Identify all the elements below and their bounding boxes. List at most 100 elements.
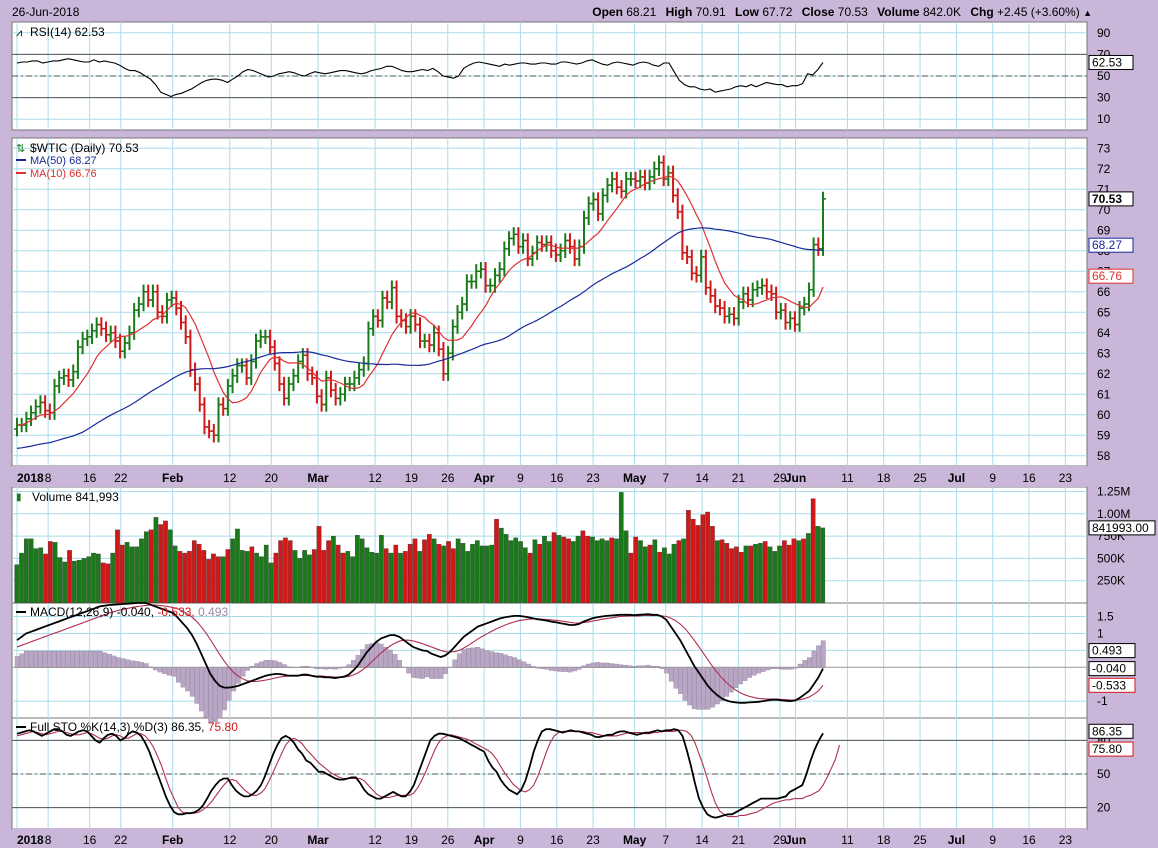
macd-title: MACD(12,26,9) -0.040, -0.533, 0.493	[30, 605, 228, 619]
macd-histogram-bar	[222, 667, 227, 711]
volume-bar	[604, 540, 610, 604]
volume-bar	[33, 548, 39, 604]
x-axis-label: 26	[441, 833, 455, 847]
macd-histogram-bar	[682, 667, 688, 701]
x-axis-label: Jul	[948, 471, 965, 485]
macd-histogram-bar	[88, 650, 94, 668]
macd-histogram-bar	[820, 640, 826, 668]
x-axis-label: 22	[114, 471, 128, 485]
x-axis-label: 29	[773, 833, 787, 847]
volume-bar	[417, 551, 423, 604]
volume-bar	[191, 540, 197, 604]
high-value: 70.91	[695, 5, 726, 19]
volume-bar	[225, 549, 231, 604]
macd-histogram-bar	[691, 667, 697, 710]
volume-bar	[479, 545, 485, 604]
x-axis-label: 12	[223, 471, 237, 485]
x-axis-label: Jul	[948, 833, 965, 847]
volume-bar	[590, 536, 595, 604]
volume-bar	[700, 514, 706, 604]
volume-bar	[67, 550, 72, 604]
volume-bar	[777, 545, 782, 604]
macd-histogram-bar	[268, 660, 273, 668]
macd-histogram-bar	[97, 650, 103, 668]
volume-bar	[220, 556, 226, 604]
volume-bar	[796, 540, 802, 604]
volume-bar	[143, 531, 149, 604]
x-axis-label: Mar	[307, 833, 329, 847]
macd-histogram-bar	[668, 667, 674, 682]
macd-histogram-bar	[466, 648, 472, 668]
volume-bar	[695, 525, 701, 604]
volume-bar	[676, 540, 682, 604]
volume-bar	[81, 558, 87, 604]
macd-histogram-bar	[415, 667, 421, 679]
volume-bar	[820, 527, 826, 604]
macd-value-box	[1088, 643, 1136, 659]
volume-bar	[331, 535, 336, 604]
macd-histogram-bar	[811, 650, 817, 668]
volume-bar	[235, 528, 240, 604]
y-tick-label: 50	[1097, 69, 1111, 83]
volume-bar	[719, 539, 725, 604]
macd-histogram-bar	[475, 647, 481, 668]
volume-bar	[100, 562, 106, 604]
x-axis-label: 23	[1059, 471, 1073, 485]
ma10-line	[17, 175, 824, 426]
volume-bar	[782, 540, 787, 604]
volume-bar	[139, 538, 144, 604]
ma10-value-label-box	[1088, 268, 1134, 284]
x-axis-label: 16	[83, 833, 97, 847]
x-axis-label: 16	[1022, 833, 1036, 847]
macd-value-label: 0.493	[1092, 644, 1122, 658]
macd-histogram-bar	[125, 659, 131, 668]
volume-bar	[167, 529, 173, 604]
volume-bar	[148, 529, 154, 604]
x-axis-label: 11	[841, 833, 854, 847]
volume-bar	[791, 538, 797, 604]
macd-histogram-bar	[461, 649, 467, 668]
macd-histogram-bar	[24, 650, 29, 668]
volume-bar	[403, 551, 408, 604]
y-tick-label: 500K	[1097, 551, 1125, 565]
macd-histogram-bar	[47, 650, 52, 668]
x-axis-label: 26	[441, 471, 455, 485]
volume-bar	[532, 539, 538, 604]
macd-histogram-bar	[737, 667, 743, 685]
macd-histogram-bar	[438, 667, 444, 679]
macd-histogram-bar	[60, 650, 66, 668]
macd-histogram-bar	[19, 653, 25, 668]
volume-bar	[431, 538, 437, 604]
y-tick-label: 250K	[1097, 574, 1125, 588]
volume-bar	[388, 552, 394, 604]
volume-bar	[810, 498, 816, 604]
volume-bar	[758, 543, 763, 604]
volume-bar	[647, 544, 653, 604]
y-tick-label: 1	[1097, 626, 1104, 640]
y-tick-label: 1.25M	[1097, 484, 1130, 498]
volume-bar	[374, 552, 379, 604]
y-tick-label: 1.5	[1097, 610, 1114, 624]
macd-line	[16, 602, 824, 704]
x-axis-label: 9	[517, 471, 524, 485]
macd-histogram-bar	[79, 650, 85, 668]
volume-bar	[52, 542, 58, 604]
macd-histogram-bar	[157, 667, 163, 673]
volume-bar	[19, 552, 24, 604]
volume-bar	[527, 552, 533, 604]
x-axis-label: 7	[662, 833, 669, 847]
volume-bar	[187, 551, 192, 604]
x-axis-label: 19	[405, 833, 419, 847]
sto-k-line	[16, 728, 824, 819]
rsi-value-box	[1088, 54, 1134, 70]
close-label: Close	[801, 5, 835, 19]
macd-histogram-bar	[378, 643, 384, 668]
sto-value-box	[1088, 723, 1134, 739]
volume-bar	[633, 536, 638, 604]
x-axis-label: 16	[550, 471, 564, 485]
quote-summary: Open 68.21 High 70.91 Low 67.72 Close 70…	[586, 5, 1092, 19]
y-tick-label: 64	[1097, 326, 1111, 340]
macd-histogram-bar	[470, 647, 476, 668]
volume-bar	[748, 545, 754, 604]
